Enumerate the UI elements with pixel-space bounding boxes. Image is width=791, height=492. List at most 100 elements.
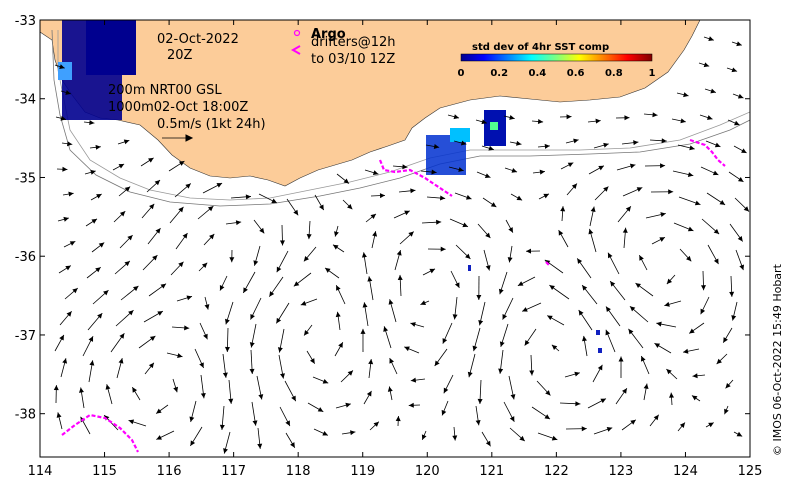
sst-patch-mid-2 xyxy=(450,128,470,142)
current-arrow xyxy=(544,414,551,420)
current-arrow xyxy=(640,356,646,362)
current-arrow xyxy=(89,360,95,366)
contour-label-2: 1000m02-Oct 18:00Z xyxy=(108,100,248,115)
x-tick-label: 125 xyxy=(738,464,763,479)
current-arrow xyxy=(516,195,523,201)
current-arrow xyxy=(508,227,513,233)
current-arrow xyxy=(516,140,522,146)
current-arrow xyxy=(507,257,513,263)
current-arrow xyxy=(630,419,636,425)
colorbar-tick-label: 0 xyxy=(458,68,465,79)
current-arrow xyxy=(199,362,204,368)
current-arrow xyxy=(581,426,587,432)
current-arrow xyxy=(683,92,689,98)
current-arrow xyxy=(509,416,515,422)
current-arrow xyxy=(190,440,196,446)
current-arrow xyxy=(737,176,744,182)
current-arrow xyxy=(452,435,458,441)
current-arrow xyxy=(66,141,73,147)
current-arrow xyxy=(360,328,366,334)
current-arrow xyxy=(573,138,579,144)
current-arrow xyxy=(123,139,130,145)
current-arrow xyxy=(293,209,299,216)
colorbar-ticks: 0 0.2 0.4 0.6 0.8 1 xyxy=(458,68,656,79)
current-arrow xyxy=(105,384,111,390)
current-arrow xyxy=(629,163,636,169)
current-arrow xyxy=(689,328,695,334)
current-arrow xyxy=(370,213,376,220)
current-arrow xyxy=(558,230,564,236)
current-arrow xyxy=(502,314,508,320)
current-arrow xyxy=(154,180,161,186)
current-arrow xyxy=(186,295,193,301)
current-arrow xyxy=(224,346,230,352)
current-arrow xyxy=(300,300,307,306)
current-arrow xyxy=(574,371,580,377)
current-arrow xyxy=(549,285,555,291)
current-arrow xyxy=(714,142,721,148)
current-arrow xyxy=(89,120,95,126)
current-arrow xyxy=(63,216,69,222)
current-arrow xyxy=(664,301,670,307)
current-arrow xyxy=(396,250,402,256)
y-tick-label: -34 xyxy=(15,93,36,108)
legend-argo: Argo xyxy=(311,27,346,42)
current-arrow xyxy=(336,285,341,291)
current-arrow xyxy=(209,233,215,240)
current-arrow xyxy=(458,167,464,172)
current-arrow xyxy=(588,228,594,235)
current-arrow xyxy=(338,342,343,348)
current-arrow xyxy=(544,143,550,149)
current-arrow xyxy=(149,335,156,341)
x-tick-label: 114 xyxy=(28,464,53,479)
current-arrow xyxy=(466,194,472,200)
current-arrow xyxy=(524,340,530,346)
current-arrow xyxy=(350,430,356,436)
current-arrow xyxy=(668,189,674,195)
current-arrow xyxy=(189,416,195,423)
current-arrow xyxy=(736,41,742,47)
current-arrow xyxy=(304,330,310,336)
current-arrow xyxy=(510,394,516,400)
current-arrow xyxy=(203,333,208,340)
current-arrow xyxy=(712,170,719,176)
current-arrow xyxy=(566,114,572,120)
current-arrow xyxy=(98,242,105,248)
current-arrow xyxy=(277,347,283,353)
current-arrow xyxy=(178,206,184,213)
current-arrow xyxy=(285,420,290,427)
colorbar-title: std dev of 4hr SST comp xyxy=(472,42,609,53)
current-arrow xyxy=(133,285,139,292)
current-arrow xyxy=(335,311,341,318)
current-arrow xyxy=(408,231,414,237)
current-arrow xyxy=(519,435,525,442)
current-arrow xyxy=(96,193,102,199)
current-arrow xyxy=(124,260,130,267)
current-arrow xyxy=(95,144,101,150)
current-arrow xyxy=(68,191,74,197)
current-arrow xyxy=(547,315,553,321)
current-arrow xyxy=(706,115,713,120)
current-arrow xyxy=(597,364,603,371)
current-arrow xyxy=(53,385,59,391)
x-tick-label: 119 xyxy=(350,464,375,479)
current-arrow xyxy=(622,227,628,233)
current-arrow xyxy=(739,264,745,271)
current-arrow xyxy=(361,252,367,258)
current-arrow xyxy=(88,336,94,342)
current-arrow xyxy=(743,206,750,212)
x-tick-label: 122 xyxy=(544,464,569,479)
current-arrow xyxy=(103,290,109,296)
current-arrow xyxy=(737,93,744,99)
current-arrow xyxy=(149,203,155,210)
current-arrow xyxy=(545,390,551,396)
contour-label-1: 200m NRT00 GSL xyxy=(108,83,222,98)
current-arrow xyxy=(269,291,275,297)
y-tick-label: -36 xyxy=(15,250,36,265)
current-arrow xyxy=(395,415,401,422)
argo-marker-icon xyxy=(293,29,301,37)
current-arrow xyxy=(660,212,666,218)
current-arrow xyxy=(60,115,66,121)
current-arrow xyxy=(201,262,208,269)
current-arrow xyxy=(223,448,228,454)
